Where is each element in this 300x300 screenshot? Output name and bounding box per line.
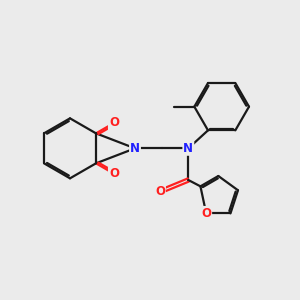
Text: N: N bbox=[183, 142, 193, 155]
Text: O: O bbox=[201, 207, 211, 220]
Text: O: O bbox=[109, 116, 119, 130]
Text: O: O bbox=[155, 185, 165, 198]
Text: O: O bbox=[109, 167, 119, 180]
Text: N: N bbox=[130, 142, 140, 155]
